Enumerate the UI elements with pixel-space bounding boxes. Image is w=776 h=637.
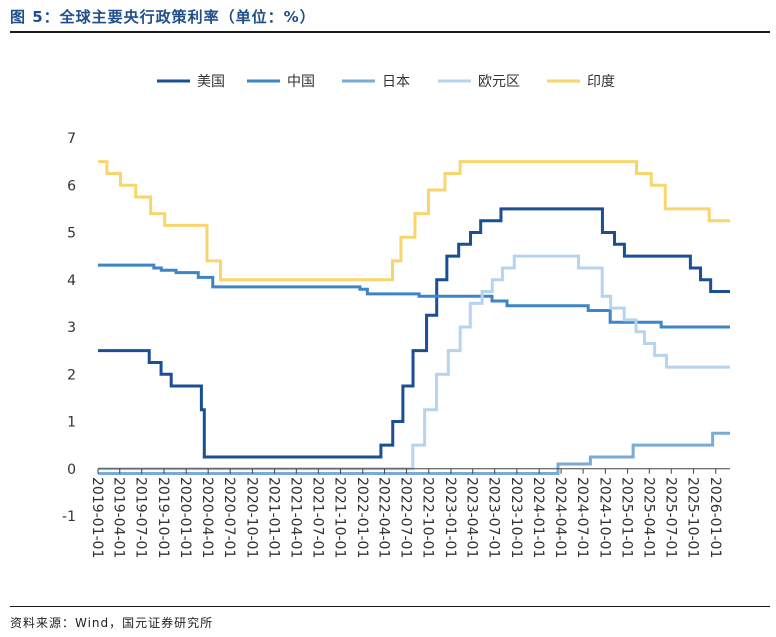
- series-line-1: [98, 207, 730, 459]
- y-tick-label: 7: [67, 131, 76, 147]
- x-tick-label: 2019-07-01: [133, 477, 149, 558]
- series-lines: [98, 160, 730, 475]
- source-note: 资料来源：Wind，国元证券研究所: [10, 616, 214, 630]
- x-tick-label: 2020-10-01: [243, 477, 259, 558]
- x-tick-label: 2023-10-01: [508, 477, 524, 558]
- x-tick-label: 2019-10-01: [155, 477, 171, 558]
- x-tick-label: 2026-01-01: [707, 477, 723, 558]
- series-line-2: [98, 263, 730, 329]
- x-tick-label: 2021-07-01: [309, 477, 325, 558]
- legend-label-3: 日本: [382, 74, 410, 90]
- x-tick-label: 2022-01-01: [354, 477, 370, 558]
- y-tick-label: -1: [62, 509, 76, 525]
- x-axis: 2019-01-01 2019-04-01 2019-07-01 2019-10-01…: [89, 468, 730, 558]
- x-tick-label: 2025-01-01: [619, 477, 635, 558]
- x-tick-label: 2022-07-01: [398, 477, 414, 558]
- x-tick-label: 2024-04-01: [552, 477, 568, 558]
- x-tick-label: 2024-01-01: [530, 477, 546, 558]
- y-tick-label: 4: [67, 273, 76, 289]
- y-tick-label: 1: [67, 415, 76, 431]
- legend-label-1: 美国: [197, 74, 225, 90]
- x-tick-label: 2024-07-01: [574, 477, 590, 558]
- x-tick-label: 2025-10-01: [685, 477, 701, 558]
- x-tick-label: 2022-10-01: [420, 477, 436, 558]
- y-tick-label: 6: [67, 178, 76, 194]
- x-tick-label: 2021-01-01: [266, 477, 282, 558]
- x-tick-label: 2019-04-01: [111, 477, 127, 558]
- x-tick-label: 2023-01-01: [442, 477, 458, 558]
- y-tick-label: 2: [67, 367, 76, 383]
- x-tick-label: 2019-01-01: [89, 477, 105, 558]
- series-line-5: [98, 160, 730, 282]
- x-tick-label: 2020-07-01: [221, 477, 237, 558]
- x-tick-label: 2021-04-01: [287, 477, 303, 558]
- figure-title: 图 5：全球主要央行政策利率（单位：%）: [10, 8, 316, 26]
- x-tick-label: 2021-10-01: [332, 477, 348, 558]
- legend-label-2: 中国: [287, 74, 315, 90]
- y-tick-label: 0: [67, 462, 76, 478]
- x-tick-label: 2022-04-01: [376, 477, 392, 558]
- y-tick-label: 5: [67, 226, 76, 242]
- chart-legend: 美国 中国 日本 欧元区 印度: [157, 74, 615, 90]
- x-tick-label: 2023-07-01: [486, 477, 502, 558]
- x-tick-label: 2020-01-01: [177, 477, 193, 558]
- source-rule: [10, 606, 770, 607]
- legend-label-4: 欧元区: [478, 74, 520, 90]
- y-tick-label: 3: [67, 320, 76, 336]
- y-axis: -1 0 1 2 3 4 5 6 7: [62, 131, 76, 525]
- x-tick-label: 2025-07-01: [662, 477, 678, 558]
- x-tick-label: 2023-04-01: [464, 477, 480, 558]
- policy-rate-chart: 美国 中国 日本 欧元区 印度 -1 0 1 2 3 4 5 6 7 2019-01-01 2019-04…: [62, 74, 730, 558]
- x-tick-label: 2024-10-01: [596, 477, 612, 558]
- title-rule: [10, 31, 770, 33]
- series-line-4: [98, 254, 730, 471]
- x-tick-label: 2020-04-01: [199, 477, 215, 558]
- x-tick-label: 2025-04-01: [640, 477, 656, 558]
- legend-label-5: 印度: [587, 74, 615, 90]
